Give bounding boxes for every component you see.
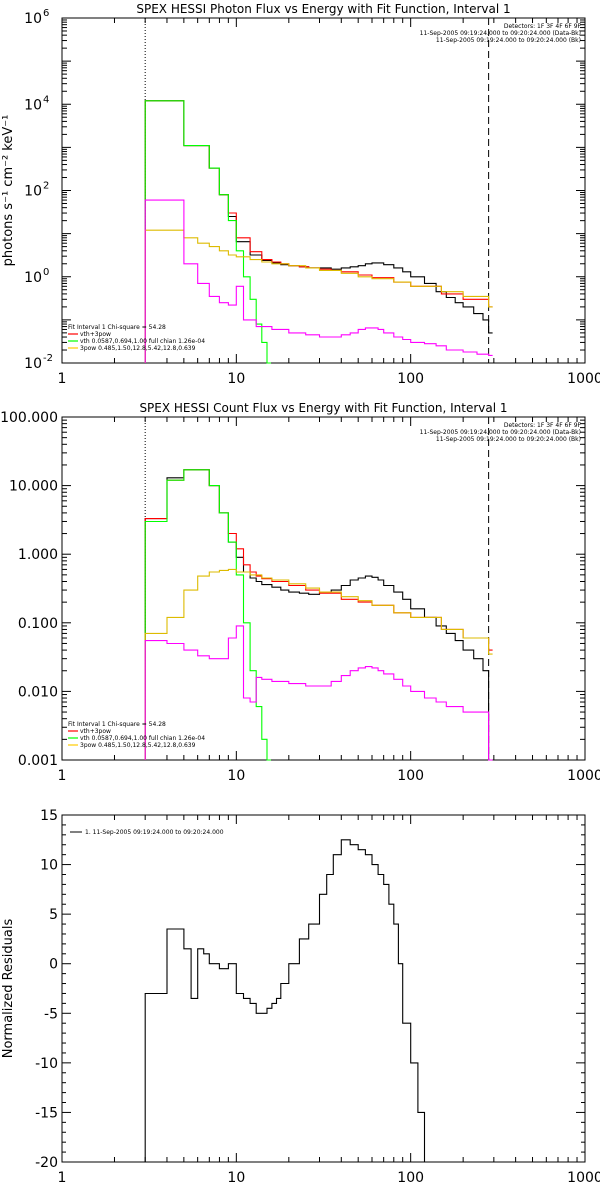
y-tick-exponent: 2 [43, 181, 49, 192]
y-tick-label: 0.100 [18, 616, 58, 632]
residuals-panel: 1 10 100 1000 15 10 5 0 -5 -10 -15 -20 Normalized Re… [1, 808, 600, 1186]
photon-flux-panel: SPEX HESSI Photon Flux vs Energy with Fi… [1, 2, 600, 387]
y-tick-exponent: 4 [43, 94, 49, 105]
y-tick-label: 0.010 [18, 684, 58, 700]
legend-entry: vth+3pow [80, 728, 111, 735]
y-tick-label: 5 [49, 907, 58, 923]
series-line-0 [144, 839, 493, 1163]
y-tick-label: 10 [24, 356, 42, 372]
legend-entry: 11-Sep-2005 09:19:24.000 to 09:20:24.000… [436, 436, 581, 443]
x-tick-label: 1000 [567, 768, 600, 784]
legend-entry: vth+3pow [80, 331, 111, 338]
chart-title: SPEX HESSI Count Flux vs Energy with Fit… [139, 401, 507, 415]
legend-entry: vth 0.0587,0.694,1.00 full chian 1.26e-0… [80, 735, 205, 742]
y-tick-label: 0.001 [18, 753, 58, 769]
series-line-2 [144, 469, 271, 761]
y-tick-label: -10 [35, 1056, 58, 1072]
x-tick-label: 100 [397, 371, 424, 387]
plot-frame [61, 17, 586, 364]
legend-entry: 1. 11-Sep-2005 09:19:24.000 to 09:20:24.… [85, 829, 224, 836]
x-tick-label: 10 [227, 371, 245, 387]
x-tick-label: 100 [397, 768, 424, 784]
x-tick-label: 1 [58, 1170, 67, 1186]
y-tick-label: 10.000 [9, 479, 58, 495]
legend-entry: Detectors: 1F 3F 4F 6F 9F [504, 422, 582, 429]
legend-entry: vth 0.0587,0.694,1.00 full chian 1.26e-0… [80, 338, 205, 345]
x-tick-label: 1 [58, 371, 67, 387]
y-axis-label: Normalized Residuals [1, 919, 16, 1059]
series-line-0 [144, 469, 493, 761]
y-tick-label: 10 [24, 184, 42, 200]
count-flux-panel: SPEX HESSI Count Flux vs Energy with Fit… [0, 401, 600, 784]
series-line-2 [144, 100, 271, 364]
series-line-0 [144, 100, 493, 363]
series-line-3 [144, 568, 493, 760]
y-tick-label: 10 [24, 97, 42, 113]
y-tick-label: -5 [44, 1006, 58, 1022]
x-tick-label: 1000 [567, 371, 600, 387]
series-line-4 [144, 199, 493, 363]
y-tick-exponent: 0 [43, 267, 49, 278]
y-tick-label: 15 [40, 808, 58, 824]
y-tick-exponent: -2 [43, 353, 53, 364]
plot-frame [61, 814, 586, 1163]
x-tick-label: 1000 [567, 1170, 600, 1186]
legend-entry: 3pow 0.485,1.50,12.8,5.42,12.8,0.639 [80, 742, 196, 749]
legend-entry: 11-Sep-2005 09:19:24.000 to 09:20:24.000… [420, 30, 581, 37]
legend-entry: Fit Interval 1 Chi-square = 54.28 [68, 721, 166, 728]
y-tick-label: 10 [24, 270, 42, 286]
y-tick-label: 100.000 [0, 410, 58, 426]
y-tick-label: 0 [49, 957, 58, 973]
y-tick-label: 10 [40, 858, 58, 874]
legend-entry: 3pow 0.485,1.50,12.8,5.42,12.8,0.639 [80, 345, 196, 352]
x-tick-label: 10 [227, 768, 245, 784]
series-line-1 [144, 469, 493, 760]
legend-entry: Fit Interval 1 Chi-square = 54.28 [68, 324, 166, 331]
y-tick-exponent: 6 [43, 8, 49, 19]
y-tick-label: 1.000 [18, 547, 58, 563]
legend-entry: Detectors: 1F 3F 4F 6F 9F [504, 23, 582, 30]
y-axis-label: photons s⁻¹ cm⁻² keV⁻¹ [1, 115, 16, 267]
y-tick-label: -15 [35, 1105, 58, 1121]
legend-entry: 11-Sep-2005 09:19:24.000 to 09:20:24.000… [420, 429, 581, 436]
legend-entry: 11-Sep-2005 09:19:24.000 to 09:20:24.000… [436, 37, 581, 44]
series-line-4 [144, 625, 493, 761]
series-line-1 [144, 100, 493, 363]
x-tick-label: 100 [397, 1170, 424, 1186]
x-tick-label: 10 [227, 1170, 245, 1186]
y-tick-label: -20 [35, 1155, 58, 1171]
x-tick-label: 1 [58, 768, 67, 784]
plot-frame [61, 416, 586, 761]
y-tick-label: 10 [24, 11, 42, 27]
series-line-3 [144, 229, 493, 363]
chart-title: SPEX HESSI Photon Flux vs Energy with Fi… [136, 2, 510, 16]
